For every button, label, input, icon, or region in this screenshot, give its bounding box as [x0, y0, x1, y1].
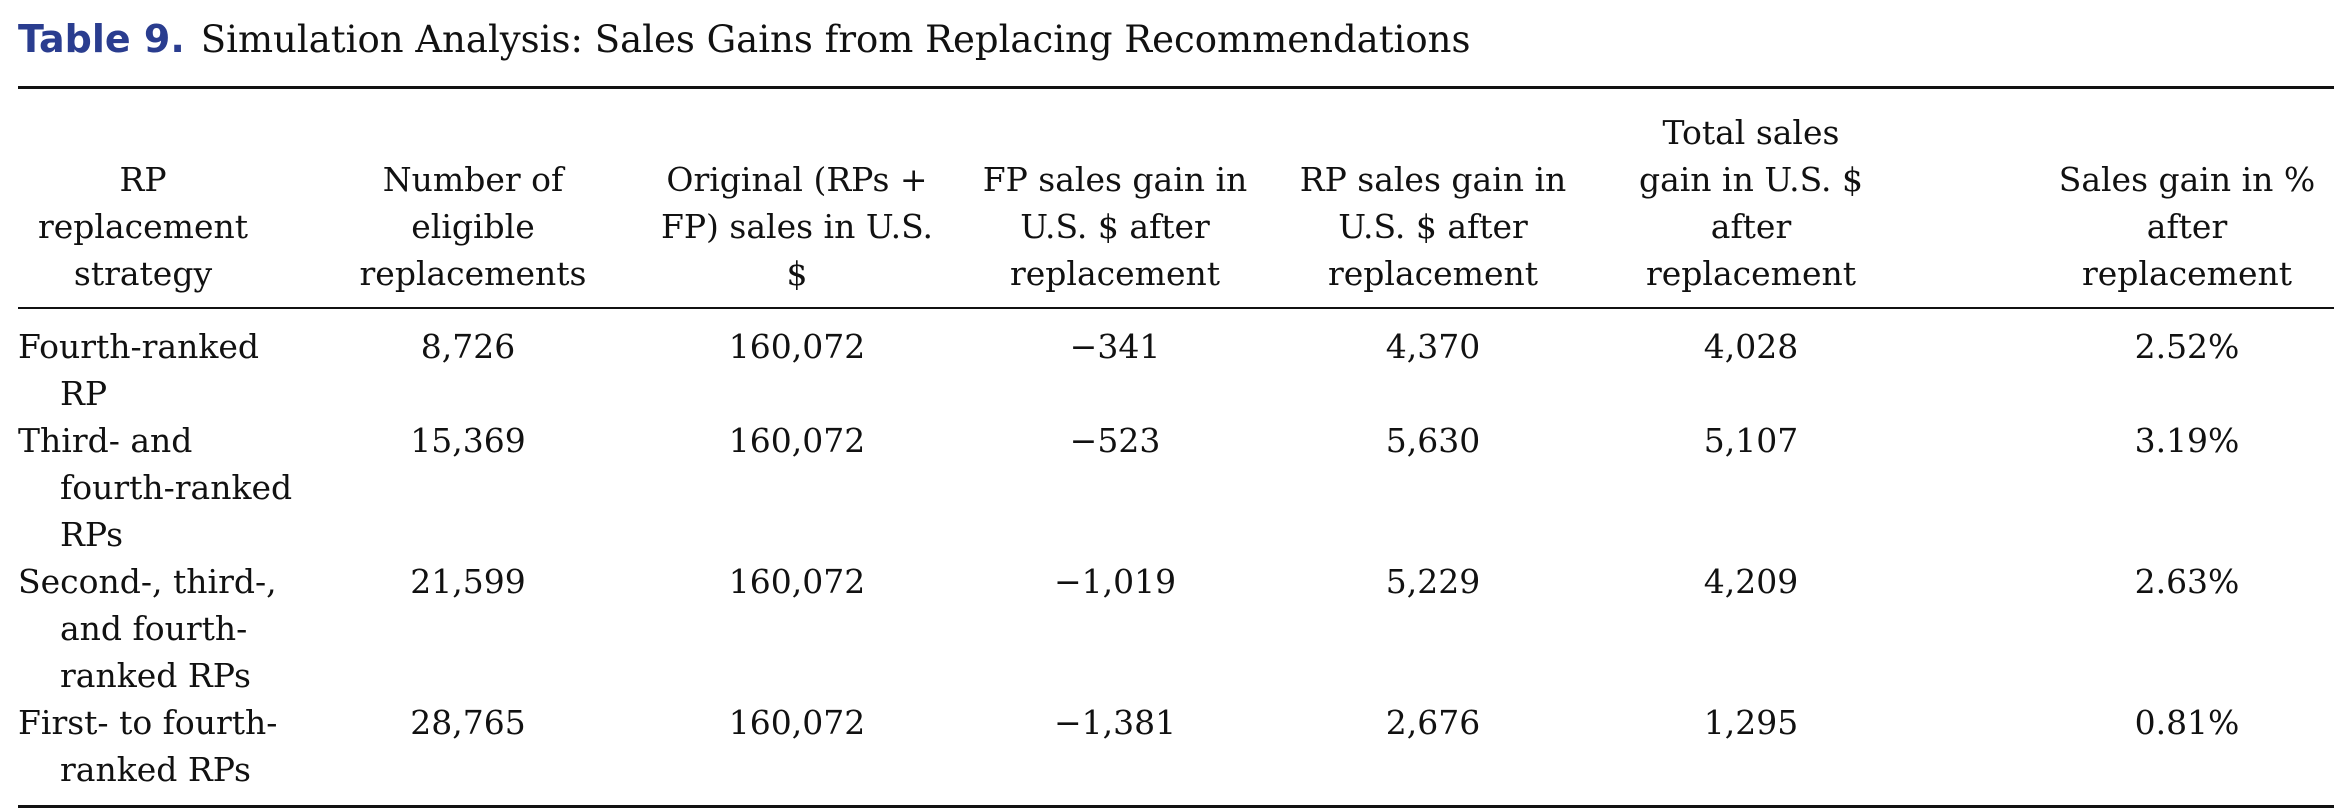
column-header-total-gain: Total sales gain in U.S. $ after replace…	[1592, 86, 1910, 309]
cell-eligible: 28,765	[298, 699, 638, 808]
cell-eligible: 21,599	[410, 562, 526, 601]
column-header-fp-gain: FP sales gain in U.S. $ after replacemen…	[956, 86, 1274, 309]
table-row: Fourth-ranked RP 8,726 160,072 −341 4,37…	[18, 308, 2334, 417]
table-caption: Table 9. Simulation Analysis: Sales Gain…	[18, 0, 2334, 78]
cell-rp-gain: 4,370	[1385, 327, 1481, 366]
cell-original-sales: 160,072	[728, 327, 866, 366]
cell-total-gain: 1,295	[1592, 699, 1910, 808]
row-strategy: Third- and fourth-ranked RPs	[18, 421, 293, 554]
row-strategy: First- to fourth-ranked RPs	[18, 703, 278, 789]
cell-rp-gain: 2,676	[1274, 699, 1592, 808]
table-label: Table 9.	[18, 17, 185, 61]
cell-fp-gain: −1,019	[1053, 562, 1177, 601]
table-row: First- to fourth-ranked RPs 28,765 160,0…	[18, 699, 2334, 808]
row-strategy: Second-, third-, and fourth-ranked RPs	[18, 562, 277, 695]
cell-fp-gain: −1,381	[956, 699, 1274, 808]
table-title: Simulation Analysis: Sales Gains from Re…	[200, 17, 1471, 61]
cell-total-gain: 4,209	[1703, 562, 1799, 601]
simulation-table: RP replacement strategy Number of eligib…	[18, 86, 2334, 808]
cell-percent-gain: 3.19%	[2134, 421, 2240, 460]
cell-original-sales: 160,072	[728, 421, 866, 460]
column-header-original-sales: Original (RPs + FP) sales in U.S. $	[638, 86, 956, 309]
table-row: Third- and fourth-ranked RPs 15,369 160,…	[18, 417, 2334, 558]
table-header-row: RP replacement strategy Number of eligib…	[18, 86, 2334, 309]
cell-total-gain: 5,107	[1703, 421, 1799, 460]
cell-eligible: 15,369	[410, 421, 526, 460]
cell-eligible: 8,726	[420, 327, 516, 366]
cell-original-sales: 160,072	[728, 562, 866, 601]
column-header-percent-gain: Sales gain in % after replacement	[1910, 86, 2334, 309]
column-header-eligible: Number of eligible replacements	[298, 86, 638, 309]
row-strategy: Fourth-ranked RP	[18, 327, 260, 413]
cell-total-gain: 4,028	[1703, 327, 1799, 366]
cell-percent-gain: 2.52%	[2134, 327, 2240, 366]
table-container: Table 9. Simulation Analysis: Sales Gain…	[18, 0, 2334, 808]
cell-rp-gain: 5,630	[1385, 421, 1481, 460]
cell-percent-gain: 0.81%	[1910, 699, 2334, 808]
cell-fp-gain: −523	[1069, 421, 1161, 460]
cell-fp-gain: −341	[1069, 327, 1161, 366]
table-row: Second-, third-, and fourth-ranked RPs 2…	[18, 558, 2334, 699]
cell-original-sales: 160,072	[638, 699, 956, 808]
cell-rp-gain: 5,229	[1385, 562, 1481, 601]
cell-percent-gain: 2.63%	[2134, 562, 2240, 601]
column-header-rp-gain: RP sales gain in U.S. $ after replacemen…	[1274, 86, 1592, 309]
column-header-strategy: RP replacement strategy	[18, 86, 298, 309]
